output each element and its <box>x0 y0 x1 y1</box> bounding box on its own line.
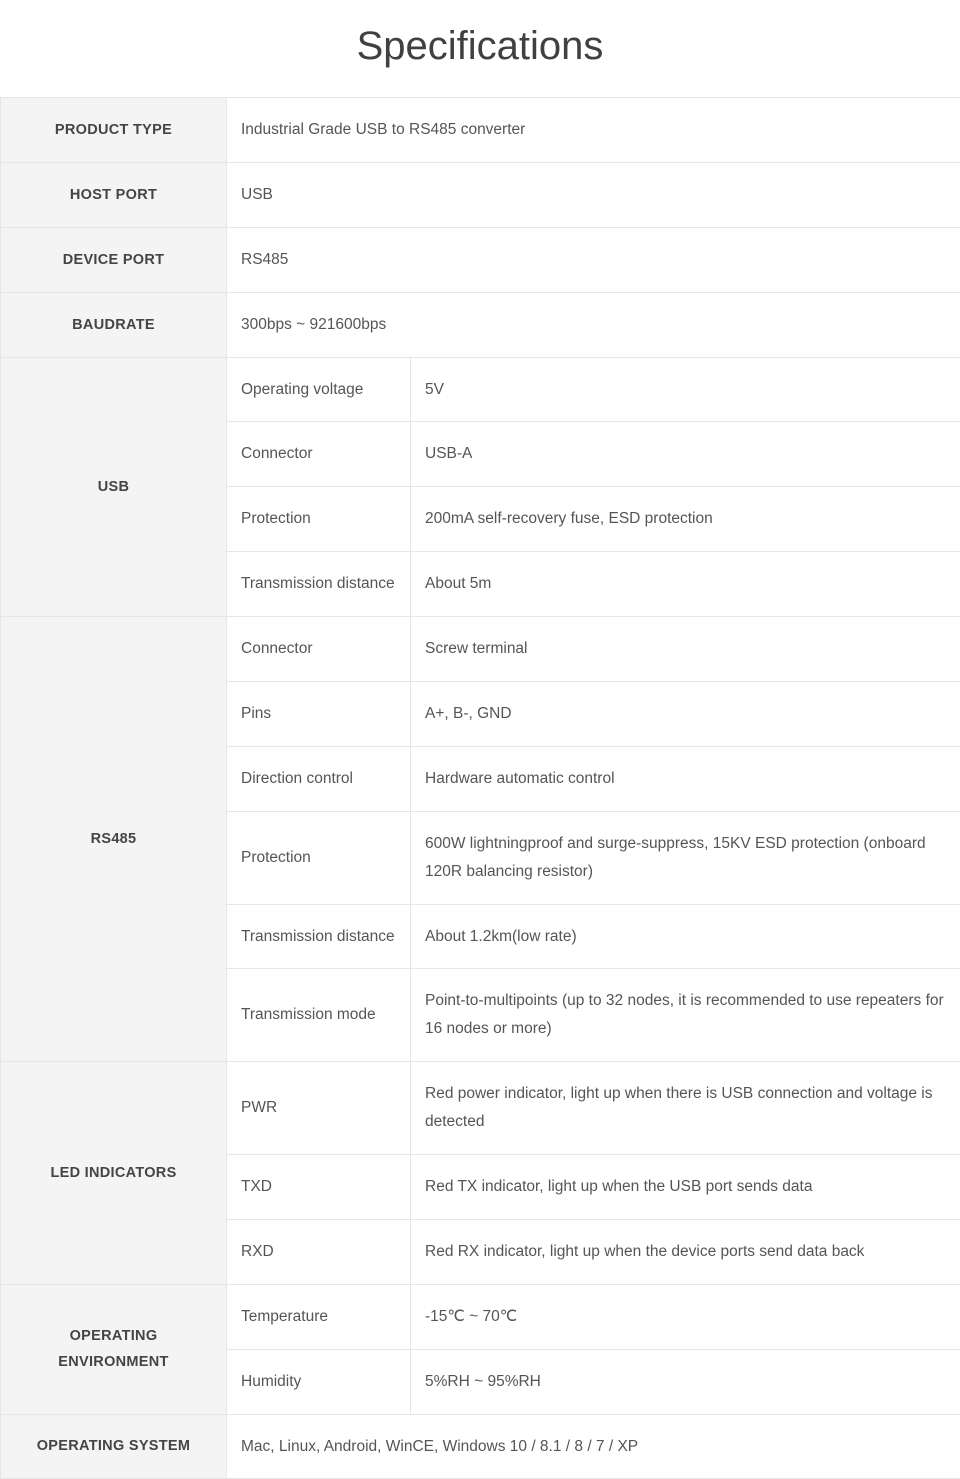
sub-label: Humidity <box>227 1349 411 1414</box>
table-row: LED INDICATORS PWR Red power indicator, … <box>1 1062 960 1155</box>
table-row: HOST PORT USB <box>1 162 960 227</box>
sub-value: USB-A <box>411 422 960 487</box>
table-row: RS485 Connector Screw terminal <box>1 617 960 682</box>
row-value: Industrial Grade USB to RS485 converter <box>227 98 960 163</box>
sub-label: PWR <box>227 1062 411 1155</box>
sub-label: Connector <box>227 422 411 487</box>
sub-value: Red RX indicator, light up when the devi… <box>411 1219 960 1284</box>
sub-label: Direction control <box>227 746 411 811</box>
table-row: DEVICE PORT RS485 <box>1 227 960 292</box>
row-label: HOST PORT <box>1 162 227 227</box>
sub-value: 600W lightningproof and surge-suppress, … <box>411 811 960 904</box>
sub-value: 200mA self-recovery fuse, ESD protection <box>411 487 960 552</box>
table-row: BAUDRATE 300bps ~ 921600bps <box>1 292 960 357</box>
row-value: Mac, Linux, Android, WinCE, Windows 10 /… <box>227 1414 960 1479</box>
sub-value: About 5m <box>411 552 960 617</box>
row-value: USB <box>227 162 960 227</box>
sub-label: Connector <box>227 617 411 682</box>
sub-value: Red TX indicator, light up when the USB … <box>411 1155 960 1220</box>
table-row: OPERATING SYSTEM Mac, Linux, Android, Wi… <box>1 1414 960 1479</box>
row-label: BAUDRATE <box>1 292 227 357</box>
table-row: PRODUCT TYPE Industrial Grade USB to RS4… <box>1 98 960 163</box>
sub-value: Point-to-multipoints (up to 32 nodes, it… <box>411 969 960 1062</box>
row-label: PRODUCT TYPE <box>1 98 227 163</box>
sub-value: About 1.2km(low rate) <box>411 904 960 969</box>
table-row: OPERATING ENVIRONMENT Temperature -15℃ ~… <box>1 1284 960 1349</box>
sub-label: TXD <box>227 1155 411 1220</box>
sub-label: Protection <box>227 487 411 552</box>
sub-label: Pins <box>227 682 411 747</box>
sub-label: Transmission distance <box>227 904 411 969</box>
sub-label: Temperature <box>227 1284 411 1349</box>
row-label: RS485 <box>1 617 227 1062</box>
sub-label: Operating voltage <box>227 357 411 422</box>
sub-label: Transmission distance <box>227 552 411 617</box>
spec-table: PRODUCT TYPE Industrial Grade USB to RS4… <box>0 97 960 1479</box>
sub-value: Hardware automatic control <box>411 746 960 811</box>
row-label: DEVICE PORT <box>1 227 227 292</box>
sub-value: 5%RH ~ 95%RH <box>411 1349 960 1414</box>
sub-value: Screw terminal <box>411 617 960 682</box>
sub-value: A+, B-, GND <box>411 682 960 747</box>
table-row: USB Operating voltage 5V <box>1 357 960 422</box>
sub-label: RXD <box>227 1219 411 1284</box>
page-title: Specifications <box>0 0 960 97</box>
sub-value: Red power indicator, light up when there… <box>411 1062 960 1155</box>
row-label: USB <box>1 357 227 617</box>
row-label: OPERATING ENVIRONMENT <box>1 1284 227 1414</box>
sub-value: -15℃ ~ 70℃ <box>411 1284 960 1349</box>
row-value: 300bps ~ 921600bps <box>227 292 960 357</box>
sub-label: Transmission mode <box>227 969 411 1062</box>
sub-label: Protection <box>227 811 411 904</box>
row-value: RS485 <box>227 227 960 292</box>
row-label: OPERATING SYSTEM <box>1 1414 227 1479</box>
sub-value: 5V <box>411 357 960 422</box>
row-label: LED INDICATORS <box>1 1062 227 1285</box>
